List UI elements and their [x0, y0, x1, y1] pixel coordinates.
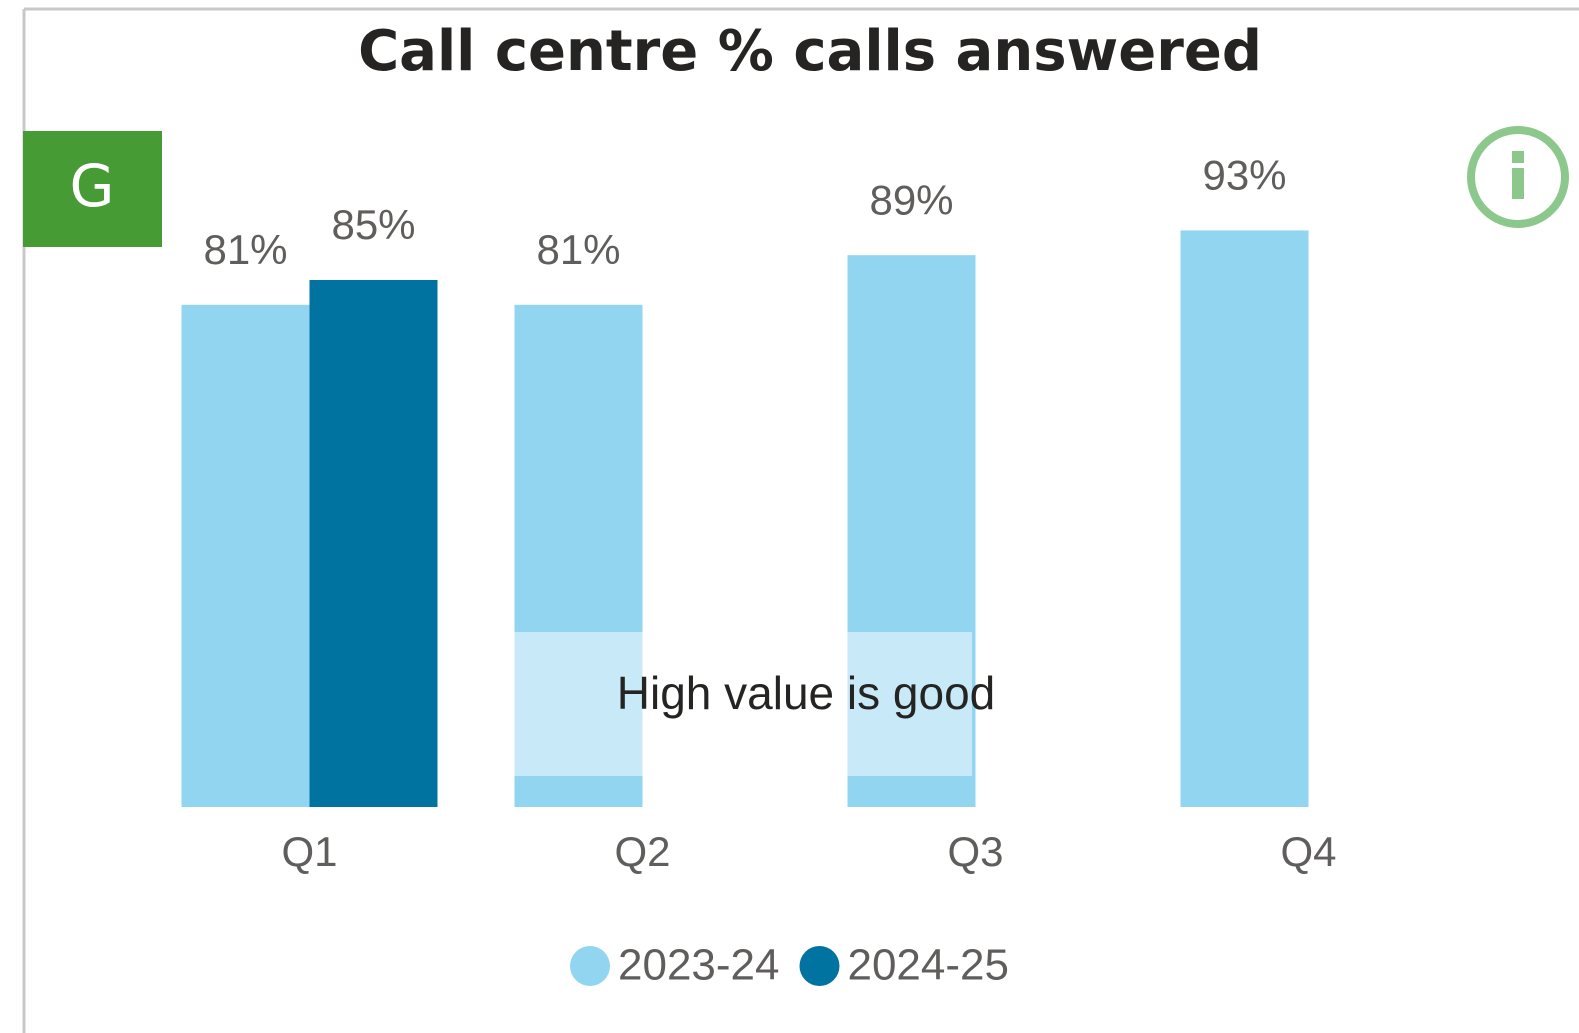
status-badge	[23, 131, 162, 247]
x-tick-label: Q3	[947, 828, 1003, 875]
info-icon-stem[interactable]	[1512, 168, 1524, 199]
data-label: 93%	[1202, 151, 1286, 198]
legend-label: 2023-24	[618, 941, 779, 990]
bar	[181, 304, 310, 807]
legend-label: 2024-25	[847, 941, 1008, 990]
info-icon-ring[interactable]	[1467, 126, 1569, 228]
note-backdrop	[511, 632, 972, 776]
x-tick-label: Q1	[281, 828, 337, 875]
bar	[309, 280, 438, 807]
info-icon[interactable]	[1467, 126, 1569, 228]
info-icon-dot[interactable]	[1512, 151, 1524, 163]
data-label: 89%	[869, 176, 953, 223]
status-badge-label: G	[70, 152, 115, 220]
data-label: 85%	[331, 201, 415, 248]
data-label: 81%	[203, 226, 287, 273]
bar	[1180, 230, 1309, 807]
legend-swatch	[799, 946, 840, 986]
x-tick-label: Q4	[1280, 828, 1336, 875]
x-tick-label: Q2	[614, 828, 670, 875]
legend-swatch	[570, 946, 610, 986]
data-label: 81%	[536, 226, 620, 273]
chart-title: Call centre % calls answered	[358, 19, 1262, 84]
note: High value is good	[617, 667, 995, 719]
